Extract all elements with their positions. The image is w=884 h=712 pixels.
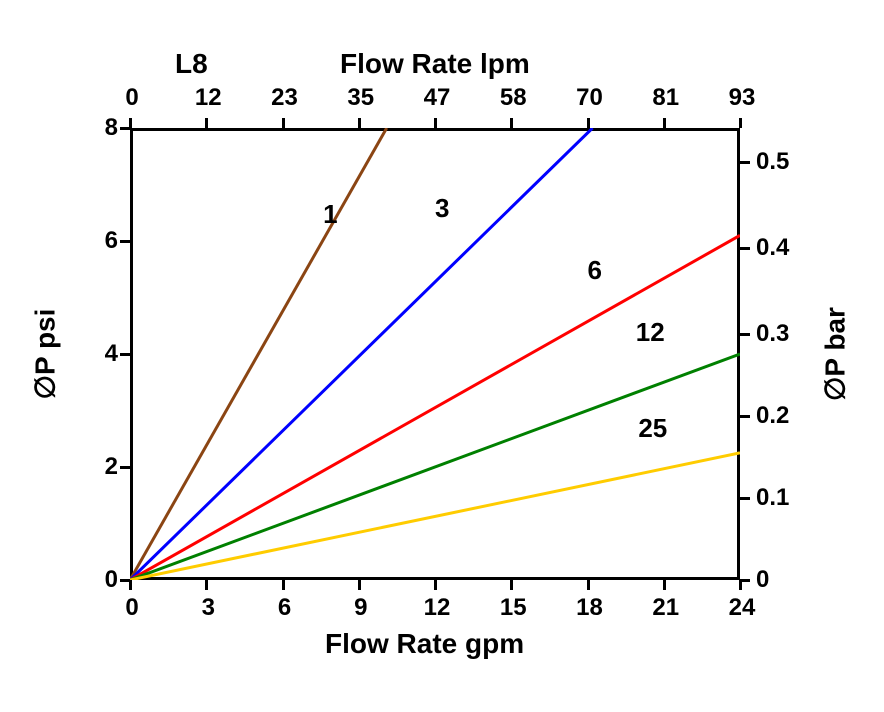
bottom-axis-title: Flow Rate gpm — [325, 628, 524, 660]
top-tick — [587, 118, 590, 128]
bottom-tick — [358, 580, 361, 590]
bottom-tick-label: 0 — [112, 594, 152, 622]
left-tick — [120, 353, 130, 356]
right-tick — [740, 497, 750, 500]
bottom-tick — [663, 580, 666, 590]
top-tick-label: 0 — [110, 84, 154, 112]
right-tick-label: 0.5 — [756, 148, 789, 176]
right-tick-label: 0.1 — [756, 484, 789, 512]
right-tick — [740, 161, 750, 164]
series-label-3: 3 — [435, 193, 449, 224]
top-tick — [205, 118, 208, 128]
top-tick — [739, 118, 742, 128]
bottom-tick — [282, 580, 285, 590]
right-tick-label: 0.4 — [756, 234, 789, 262]
right-tick — [740, 415, 750, 418]
right-tick — [740, 333, 750, 336]
left-tick-label: 4 — [82, 340, 118, 368]
left-tick — [120, 127, 130, 130]
top-tick — [282, 118, 285, 128]
left-tick — [120, 240, 130, 243]
bottom-tick-label: 15 — [493, 594, 533, 622]
top-tick-label: 70 — [568, 84, 612, 112]
series-line-3 — [130, 128, 593, 580]
left-tick-label: 0 — [82, 566, 118, 594]
bottom-tick — [510, 580, 513, 590]
bottom-tick — [434, 580, 437, 590]
pressure-flow-chart: 136122503691215182124Flow Rate gpm012233… — [0, 0, 884, 712]
bottom-tick — [205, 580, 208, 590]
series-line-1 — [130, 128, 387, 580]
left-tick — [120, 466, 130, 469]
series-label-1: 1 — [323, 199, 337, 230]
series-label-25: 25 — [638, 413, 667, 444]
series-label-12: 12 — [636, 317, 665, 348]
bottom-tick-label: 3 — [188, 594, 228, 622]
series-line-25 — [130, 453, 740, 580]
bottom-tick-label: 12 — [417, 594, 457, 622]
bottom-tick-label: 24 — [722, 594, 762, 622]
top-tick-label: 47 — [415, 84, 459, 112]
right-tick-label: 0.3 — [756, 320, 789, 348]
left-tick-label: 6 — [82, 227, 118, 255]
top-tick-label: 35 — [339, 84, 383, 112]
bottom-tick — [587, 580, 590, 590]
series-line-12 — [130, 354, 740, 580]
right-tick-label: 0.2 — [756, 402, 789, 430]
top-tick-label: 23 — [263, 84, 307, 112]
bottom-tick-label: 9 — [341, 594, 381, 622]
left-tick-label: 8 — [82, 114, 118, 142]
right-tick — [740, 247, 750, 250]
top-tick-label: 93 — [720, 84, 764, 112]
model-label: L8 — [175, 48, 208, 80]
series-label-6: 6 — [588, 255, 602, 286]
top-tick — [510, 118, 513, 128]
top-tick — [358, 118, 361, 128]
bottom-tick-label: 6 — [265, 594, 305, 622]
right-tick-label: 0 — [756, 566, 769, 594]
top-tick — [434, 118, 437, 128]
bottom-tick-label: 21 — [646, 594, 686, 622]
top-tick-label: 81 — [644, 84, 688, 112]
right-axis-title: ∅P bar — [819, 307, 852, 401]
top-axis-title: Flow Rate lpm — [340, 48, 530, 80]
left-tick-label: 2 — [82, 453, 118, 481]
series-line-6 — [130, 235, 740, 580]
top-tick — [663, 118, 666, 128]
right-tick — [740, 579, 750, 582]
top-tick-label: 12 — [186, 84, 230, 112]
left-axis-title: ∅P psi — [29, 309, 62, 400]
top-tick-label: 58 — [491, 84, 535, 112]
left-tick — [120, 579, 130, 582]
bottom-tick-label: 18 — [570, 594, 610, 622]
